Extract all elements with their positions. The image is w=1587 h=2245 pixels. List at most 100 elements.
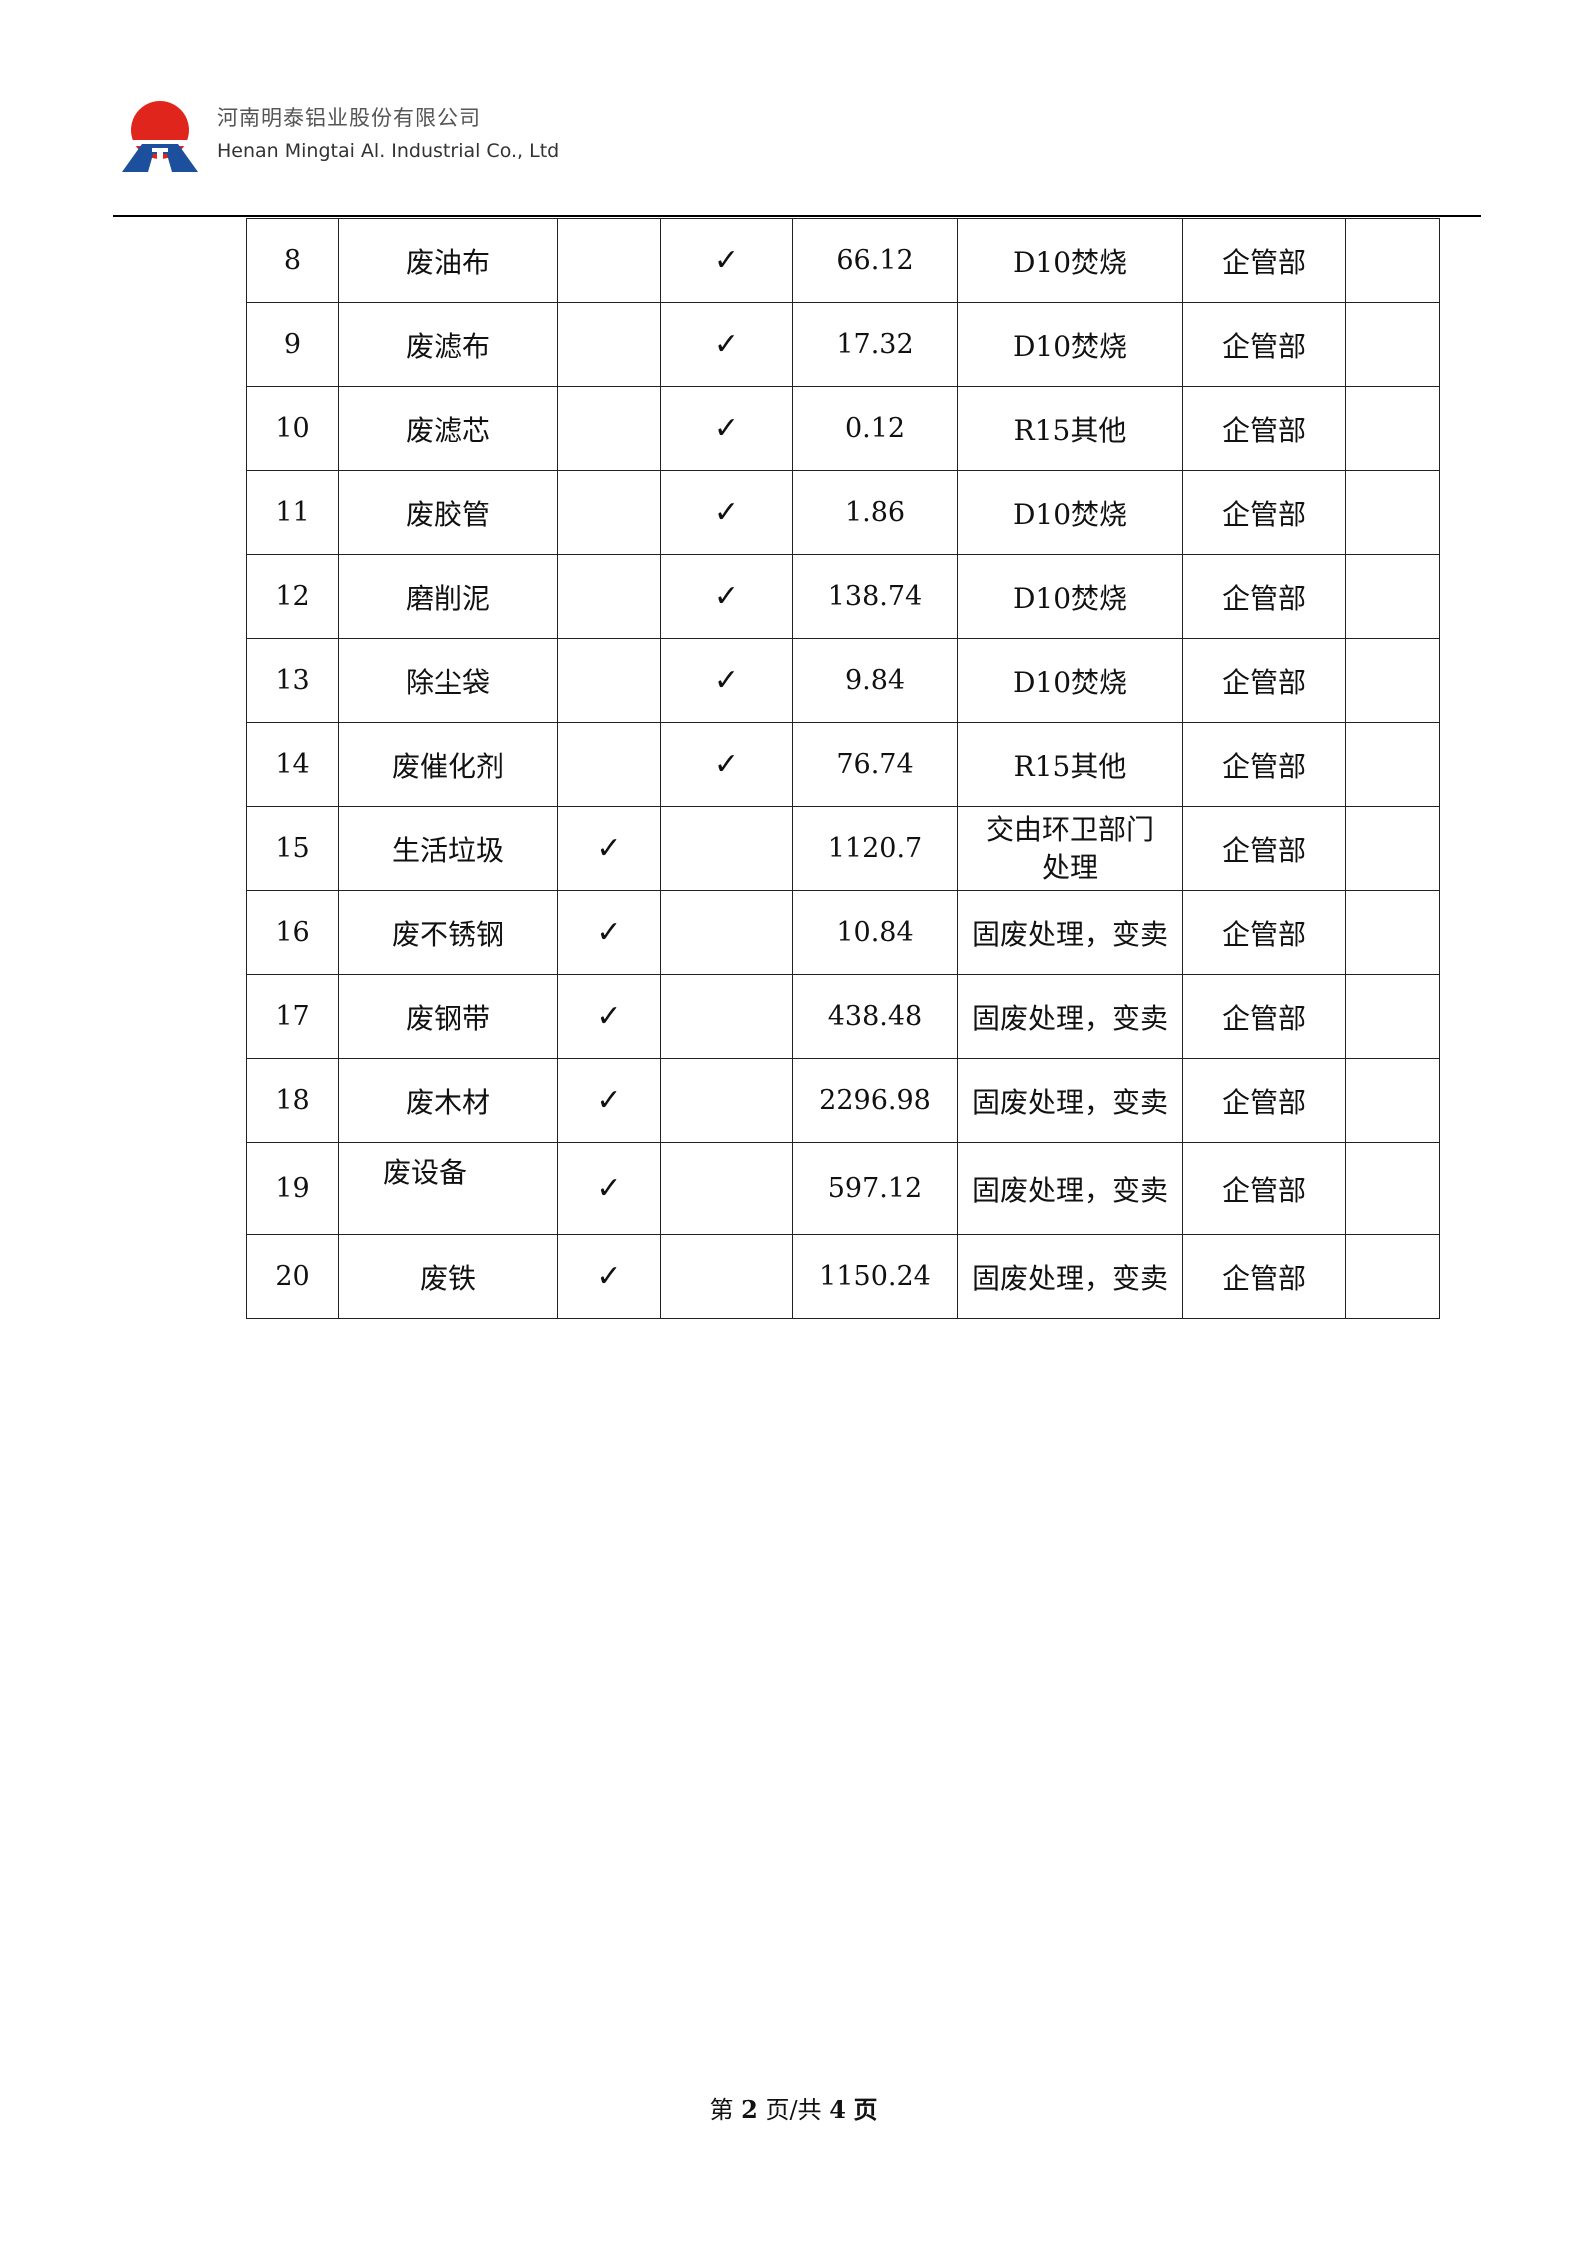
table-row: 14 废催化剂 ✓ 76.74 R15其他 企管部 <box>246 722 1440 807</box>
check-col4-cell <box>660 1142 793 1235</box>
company-logo <box>118 101 202 172</box>
disposal-method-cell: D10焚烧 <box>957 638 1183 723</box>
check-col3-cell <box>557 302 661 387</box>
department-cell: 企管部 <box>1182 638 1346 723</box>
amount-cell: 76.74 <box>792 722 958 807</box>
row-number-cell: 11 <box>246 470 339 555</box>
note-cell <box>1345 302 1440 387</box>
check-col4-cell: ✓ <box>660 386 793 471</box>
waste-name-cell: 废胶管 <box>338 470 558 555</box>
waste-name-cell: 除尘袋 <box>338 638 558 723</box>
check-col3-cell <box>557 218 661 303</box>
check-col4-cell <box>660 1234 793 1319</box>
page-footer: 第 2 页/共 4 页 <box>0 2090 1587 2125</box>
department-cell: 企管部 <box>1182 218 1346 303</box>
disposal-method-cell: R15其他 <box>957 386 1183 471</box>
waste-name-cell: 废油布 <box>338 218 558 303</box>
amount-cell: 138.74 <box>792 554 958 639</box>
footer-mid: 页/共 <box>765 2096 822 2124</box>
row-number-cell: 18 <box>246 1058 339 1143</box>
waste-name-cell: 废不锈钢 <box>338 890 558 975</box>
check-col3-cell <box>557 470 661 555</box>
department-cell: 企管部 <box>1182 722 1346 807</box>
department-cell: 企管部 <box>1182 974 1346 1059</box>
disposal-method-cell: 固废处理，变卖 <box>957 974 1183 1059</box>
footer-suffix: 页 <box>853 2095 878 2124</box>
note-cell <box>1345 806 1440 891</box>
header-divider <box>113 215 1481 217</box>
note-cell <box>1345 1142 1440 1235</box>
check-col3-cell: ✓ <box>557 1142 661 1235</box>
disposal-method-cell: R15其他 <box>957 722 1183 807</box>
note-cell <box>1345 554 1440 639</box>
disposal-method-cell: D10焚烧 <box>957 470 1183 555</box>
note-cell <box>1345 386 1440 471</box>
row-number-cell: 13 <box>246 638 339 723</box>
company-name-cn: 河南明泰铝业股份有限公司 <box>217 106 481 130</box>
amount-cell: 66.12 <box>792 218 958 303</box>
disposal-method-cell: 交由环卫部门 处理 <box>957 806 1183 891</box>
disposal-method-cell: D10焚烧 <box>957 302 1183 387</box>
row-number-cell: 12 <box>246 554 339 639</box>
check-col3-cell <box>557 722 661 807</box>
department-cell: 企管部 <box>1182 1058 1346 1143</box>
waste-name-cell: 废滤布 <box>338 302 558 387</box>
waste-name-cell: 废钢带 <box>338 974 558 1059</box>
amount-cell: 2296.98 <box>792 1058 958 1143</box>
amount-cell: 597.12 <box>792 1142 958 1235</box>
check-col4-cell: ✓ <box>660 722 793 807</box>
waste-name-cell: 生活垃圾 <box>338 806 558 891</box>
check-col3-cell: ✓ <box>557 890 661 975</box>
company-name-en: Henan Mingtai Al. Industrial Co., Ltd <box>217 140 560 162</box>
table-row: 16 废不锈钢 ✓ 10.84 固废处理，变卖 企管部 <box>246 890 1440 975</box>
waste-name-cell: 废铁 <box>338 1234 558 1319</box>
waste-name-cell: 废设备 <box>338 1142 558 1235</box>
check-col3-cell: ✓ <box>557 1234 661 1319</box>
department-cell: 企管部 <box>1182 890 1346 975</box>
row-number-cell: 8 <box>246 218 339 303</box>
table-row: 13 除尘袋 ✓ 9.84 D10焚烧 企管部 <box>246 638 1440 723</box>
table-row: 11 废胶管 ✓ 1.86 D10焚烧 企管部 <box>246 470 1440 555</box>
row-number-cell: 9 <box>246 302 339 387</box>
amount-cell: 1150.24 <box>792 1234 958 1319</box>
row-number-cell: 20 <box>246 1234 339 1319</box>
note-cell <box>1345 722 1440 807</box>
table-row: 9 废滤布 ✓ 17.32 D10焚烧 企管部 <box>246 302 1440 387</box>
check-col4-cell: ✓ <box>660 554 793 639</box>
waste-name-cell: 磨削泥 <box>338 554 558 639</box>
note-cell <box>1345 470 1440 555</box>
check-col4-cell: ✓ <box>660 302 793 387</box>
waste-name-cell: 废催化剂 <box>338 722 558 807</box>
table-row: 18 废木材 ✓ 2296.98 固废处理，变卖 企管部 <box>246 1058 1440 1143</box>
row-number-cell: 17 <box>246 974 339 1059</box>
table-row: 8 废油布 ✓ 66.12 D10焚烧 企管部 <box>246 218 1440 303</box>
check-col4-cell: ✓ <box>660 638 793 723</box>
amount-cell: 17.32 <box>792 302 958 387</box>
amount-cell: 9.84 <box>792 638 958 723</box>
amount-cell: 1.86 <box>792 470 958 555</box>
department-cell: 企管部 <box>1182 1234 1346 1319</box>
waste-name-cell: 废木材 <box>338 1058 558 1143</box>
note-cell <box>1345 890 1440 975</box>
check-col3-cell: ✓ <box>557 806 661 891</box>
check-col4-cell: ✓ <box>660 218 793 303</box>
disposal-method-cell: 固废处理，变卖 <box>957 1058 1183 1143</box>
amount-cell: 0.12 <box>792 386 958 471</box>
check-col3-cell: ✓ <box>557 974 661 1059</box>
department-cell: 企管部 <box>1182 470 1346 555</box>
note-cell <box>1345 1058 1440 1143</box>
table-row: 20 废铁 ✓ 1150.24 固废处理，变卖 企管部 <box>246 1234 1440 1319</box>
table-row: 19 废设备 ✓ 597.12 固废处理，变卖 企管部 <box>246 1142 1440 1235</box>
disposal-method-cell: D10焚烧 <box>957 554 1183 639</box>
department-cell: 企管部 <box>1182 386 1346 471</box>
amount-cell: 438.48 <box>792 974 958 1059</box>
table-row: 10 废滤芯 ✓ 0.12 R15其他 企管部 <box>246 386 1440 471</box>
footer-prefix: 第 <box>709 2096 734 2124</box>
disposal-method-cell: 固废处理，变卖 <box>957 890 1183 975</box>
note-cell <box>1345 218 1440 303</box>
check-col4-cell: ✓ <box>660 470 793 555</box>
amount-cell: 10.84 <box>792 890 958 975</box>
disposal-method-cell: 固废处理，变卖 <box>957 1142 1183 1235</box>
table-row: 17 废钢带 ✓ 438.48 固废处理，变卖 企管部 <box>246 974 1440 1059</box>
note-cell <box>1345 974 1440 1059</box>
